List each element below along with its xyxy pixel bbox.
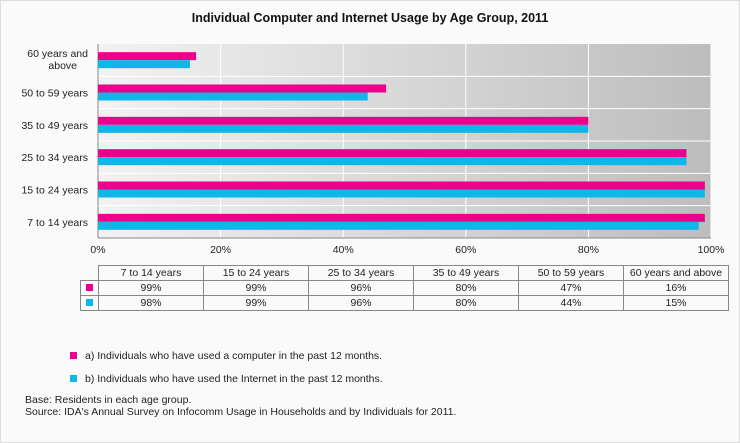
table-row: 98% 99% 96% 80% 44% 15% [80, 295, 729, 311]
y-tick-label: 60 years and [27, 48, 88, 60]
bar-computer [98, 149, 687, 158]
bar-internet [98, 60, 190, 69]
legend-swatch [70, 375, 77, 382]
bar-computer [98, 52, 197, 61]
table-cell: 44% [518, 295, 624, 311]
table-key [80, 295, 99, 311]
series-swatch [86, 284, 93, 291]
legend-label: b) Individuals who have used the Interne… [85, 373, 383, 385]
table-header: 60 years and above [623, 265, 729, 281]
table-cell: 15% [623, 295, 729, 311]
table-header: 25 to 34 years [308, 265, 414, 281]
table-key [80, 280, 99, 296]
table-header: 15 to 24 years [203, 265, 309, 281]
table-cell: 96% [308, 280, 414, 296]
y-tick-label: 7 to 14 years [27, 217, 88, 229]
y-tick-label: 35 to 49 years [21, 120, 88, 132]
x-tick-label: 100% [698, 244, 725, 256]
bar-computer [98, 84, 387, 93]
legend-item-internet: b) Individuals who have used the Interne… [70, 373, 383, 385]
bar-internet [98, 157, 687, 166]
table-header: 7 to 14 years [98, 265, 204, 281]
bar-internet [98, 189, 705, 198]
table-cell: 47% [518, 280, 624, 296]
table-cell: 99% [203, 295, 309, 311]
table-cell: 99% [98, 280, 204, 296]
table-corner [80, 265, 99, 281]
y-tick-label: above [48, 60, 77, 72]
source-note: Source: IDA's Annual Survey on Infocomm … [25, 406, 457, 418]
y-tick-label: 25 to 34 years [21, 152, 88, 164]
bar-internet [98, 92, 368, 101]
x-tick-label: 80% [578, 244, 599, 256]
table-header-row: 7 to 14 years 15 to 24 years 25 to 34 year… [80, 265, 729, 281]
table-header: 35 to 49 years [413, 265, 519, 281]
table-cell: 16% [623, 280, 729, 296]
table-row: 99% 99% 96% 80% 47% 16% [80, 280, 729, 296]
bar-computer [98, 181, 705, 190]
x-tick-label: 0% [90, 244, 105, 256]
y-tick-label: 50 to 59 years [21, 88, 88, 100]
y-tick-label: 15 to 24 years [21, 185, 88, 197]
bar-internet [98, 124, 589, 133]
bar-chart: 0% 20% 40% 60% 80% 100% 7 to 14 years 15 to 24 … [21, 44, 725, 256]
data-table: 7 to 14 years 15 to 24 years 25 to 34 year… [80, 265, 729, 311]
x-tick-label: 60% [455, 244, 476, 256]
table-header: 50 to 59 years [518, 265, 624, 281]
table-cell: 96% [308, 295, 414, 311]
legend-item-computer: a) Individuals who have used a computer … [70, 350, 382, 362]
base-note: Base: Residents in each age group. [25, 394, 192, 406]
table-cell: 99% [203, 280, 309, 296]
series-swatch [86, 299, 93, 306]
x-tick-label: 20% [210, 244, 231, 256]
bar-computer [98, 116, 589, 125]
legend-swatch [70, 352, 77, 359]
bar-internet [98, 221, 699, 230]
x-tick-label: 40% [333, 244, 354, 256]
table-cell: 98% [98, 295, 204, 311]
legend-label: a) Individuals who have used a computer … [85, 350, 383, 362]
bar-computer [98, 213, 705, 222]
table-cell: 80% [413, 295, 519, 311]
table-cell: 80% [413, 280, 519, 296]
chart-title: Individual Computer and Internet Usage b… [191, 11, 549, 25]
